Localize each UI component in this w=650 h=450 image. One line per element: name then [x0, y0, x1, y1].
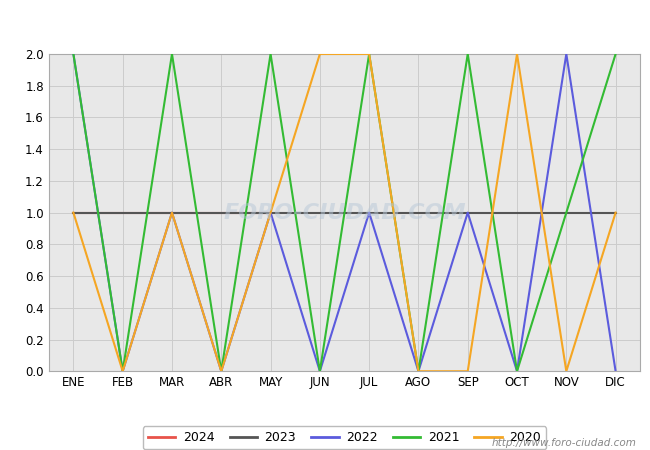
Line: 2020: 2020 — [73, 54, 616, 371]
2020 — [168, 210, 176, 216]
2024 — [168, 210, 176, 216]
2023 — [562, 210, 570, 216]
2022 — [464, 210, 472, 216]
Line: 2022: 2022 — [73, 54, 616, 371]
2021 — [119, 369, 127, 374]
2022 — [119, 369, 127, 374]
2022 — [168, 210, 176, 216]
2022 — [562, 51, 570, 57]
Text: http://www.foro-ciudad.com: http://www.foro-ciudad.com — [492, 438, 637, 448]
Text: Matriculaciones de Vehiculos en La Vecilla: Matriculaciones de Vehiculos en La Vecil… — [141, 14, 509, 33]
2020 — [316, 51, 324, 57]
2023 — [513, 210, 521, 216]
2022 — [70, 51, 77, 57]
2021 — [612, 51, 619, 57]
2023 — [415, 210, 422, 216]
Line: 2021: 2021 — [73, 54, 616, 371]
2022 — [612, 369, 619, 374]
2021 — [513, 369, 521, 374]
2024 — [217, 210, 225, 216]
2020 — [612, 210, 619, 216]
2023 — [464, 210, 472, 216]
2021 — [464, 51, 472, 57]
Legend: 2024, 2023, 2022, 2021, 2020: 2024, 2023, 2022, 2021, 2020 — [143, 426, 546, 449]
2024 — [70, 210, 77, 216]
2023 — [70, 210, 77, 216]
2020 — [415, 369, 422, 374]
2022 — [365, 210, 373, 216]
2023 — [316, 210, 324, 216]
2023 — [266, 210, 274, 216]
2021 — [415, 369, 422, 374]
2020 — [365, 51, 373, 57]
2020 — [464, 369, 472, 374]
2022 — [415, 369, 422, 374]
2023 — [119, 210, 127, 216]
2024 — [119, 210, 127, 216]
Text: FORO-CIUDAD.COM: FORO-CIUDAD.COM — [223, 202, 466, 223]
2021 — [365, 51, 373, 57]
2023 — [217, 210, 225, 216]
2020 — [217, 369, 225, 374]
2020 — [513, 51, 521, 57]
2020 — [119, 369, 127, 374]
2020 — [70, 210, 77, 216]
2022 — [266, 210, 274, 216]
2023 — [365, 210, 373, 216]
2023 — [612, 210, 619, 216]
2021 — [562, 210, 570, 216]
2022 — [217, 369, 225, 374]
2024 — [266, 210, 274, 216]
2021 — [168, 51, 176, 57]
2020 — [562, 369, 570, 374]
2020 — [266, 210, 274, 216]
2021 — [70, 51, 77, 57]
2021 — [217, 369, 225, 374]
2021 — [316, 369, 324, 374]
2023 — [168, 210, 176, 216]
2022 — [316, 369, 324, 374]
2022 — [513, 369, 521, 374]
2021 — [266, 51, 274, 57]
